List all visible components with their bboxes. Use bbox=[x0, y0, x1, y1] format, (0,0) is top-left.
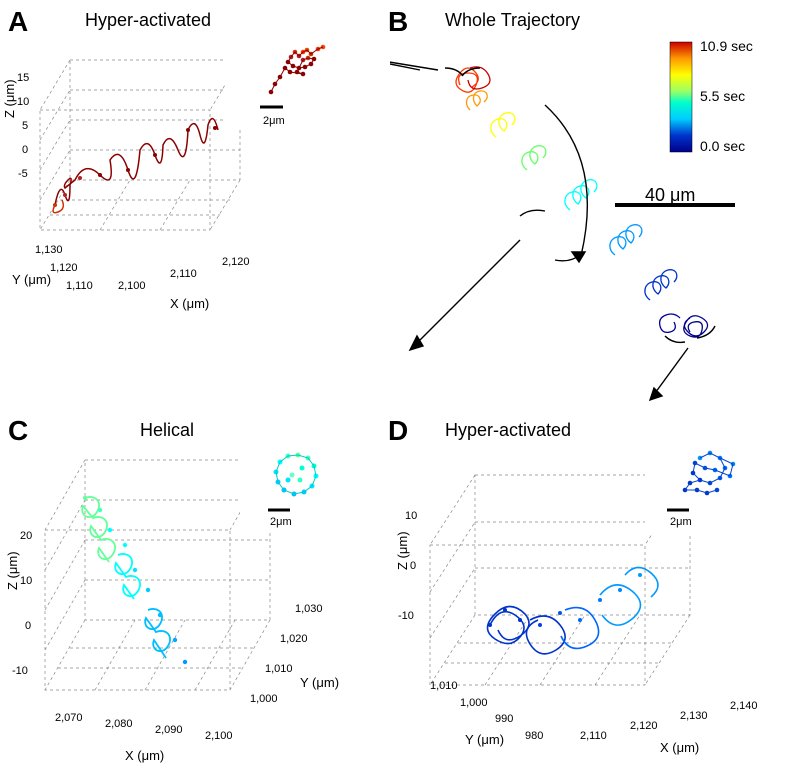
z-tick: 10 bbox=[405, 510, 417, 522]
panel-b-plot bbox=[390, 30, 790, 410]
y-tick: 1,010 bbox=[430, 680, 458, 692]
x-tick: 2,070 bbox=[55, 712, 83, 724]
colorbar-max: 10.9 sec bbox=[700, 38, 753, 54]
colorbar-min: 0.0 sec bbox=[700, 138, 745, 154]
y-tick: 980 bbox=[525, 730, 543, 742]
x-tick: 2,080 bbox=[105, 718, 133, 730]
panel-a-ylabel: Y (μm) bbox=[12, 272, 51, 287]
y-tick: 1,030 bbox=[295, 603, 323, 615]
panel-d-title: Hyper-activated bbox=[445, 420, 571, 441]
x-tick: 2,130 bbox=[680, 710, 708, 722]
panel-a-inset bbox=[225, 22, 355, 127]
panel-b-title: Whole Trajectory bbox=[445, 10, 580, 31]
y-tick: 1,110 bbox=[66, 280, 93, 292]
panel-c-zlabel: Z (μm) bbox=[5, 551, 20, 590]
z-tick: 0 bbox=[25, 620, 31, 632]
x-tick: 2,100 bbox=[205, 730, 233, 742]
z-tick: 15 bbox=[17, 72, 29, 84]
panel-a-zlabel: Z (μm) bbox=[2, 79, 17, 118]
x-tick: 2,120 bbox=[630, 720, 658, 732]
z-tick: 5 bbox=[22, 120, 28, 132]
panel-d-xlabel: X (μm) bbox=[660, 740, 699, 755]
y-tick: 1,010 bbox=[265, 663, 293, 675]
x-tick: 2,110 bbox=[170, 268, 197, 280]
z-tick: -5 bbox=[18, 168, 28, 180]
panel-d-ylabel: Y (μm) bbox=[465, 732, 504, 747]
panel-d-label: D bbox=[388, 415, 408, 447]
z-tick: 10 bbox=[20, 575, 32, 587]
colorbar-mid: 5.5 sec bbox=[700, 88, 745, 104]
z-tick: 10 bbox=[17, 96, 29, 108]
y-tick: 1,000 bbox=[250, 693, 278, 705]
x-tick: 2,100 bbox=[118, 280, 146, 292]
panel-c-title: Helical bbox=[140, 420, 194, 441]
panel-a-title: Hyper-activated bbox=[85, 10, 211, 31]
panel-a-inset-scale: 2μm bbox=[263, 115, 285, 127]
y-tick: 1,120 bbox=[50, 262, 78, 274]
y-tick: 1,020 bbox=[280, 633, 308, 645]
panel-c-xlabel: X (μm) bbox=[125, 748, 164, 763]
panel-d-inset bbox=[645, 428, 775, 533]
z-tick: 20 bbox=[20, 530, 32, 542]
z-tick: -10 bbox=[12, 665, 28, 677]
panel-a-xlabel: X (μm) bbox=[170, 296, 209, 311]
x-tick: 2,120 bbox=[222, 256, 250, 268]
panel-c-inset bbox=[240, 430, 360, 530]
y-tick: 1,000 bbox=[460, 697, 488, 709]
x-tick: 2,090 bbox=[155, 724, 183, 736]
z-tick: 0 bbox=[410, 560, 416, 572]
x-tick: 2,110 bbox=[580, 730, 607, 742]
y-tick: 990 bbox=[495, 713, 513, 725]
x-tick: 2,140 bbox=[730, 700, 758, 712]
y-tick: 1,130 bbox=[35, 244, 63, 256]
panel-b-scalebar-label: 40 μm bbox=[645, 185, 695, 206]
z-tick: -10 bbox=[398, 610, 414, 622]
panel-c-inset-scale: 2μm bbox=[270, 516, 292, 528]
panel-d-zlabel: Z (μm) bbox=[395, 531, 410, 570]
panel-d-inset-scale: 2μm bbox=[670, 516, 692, 528]
z-tick: 0 bbox=[22, 144, 28, 156]
panel-c-ylabel: Y (μm) bbox=[300, 675, 339, 690]
